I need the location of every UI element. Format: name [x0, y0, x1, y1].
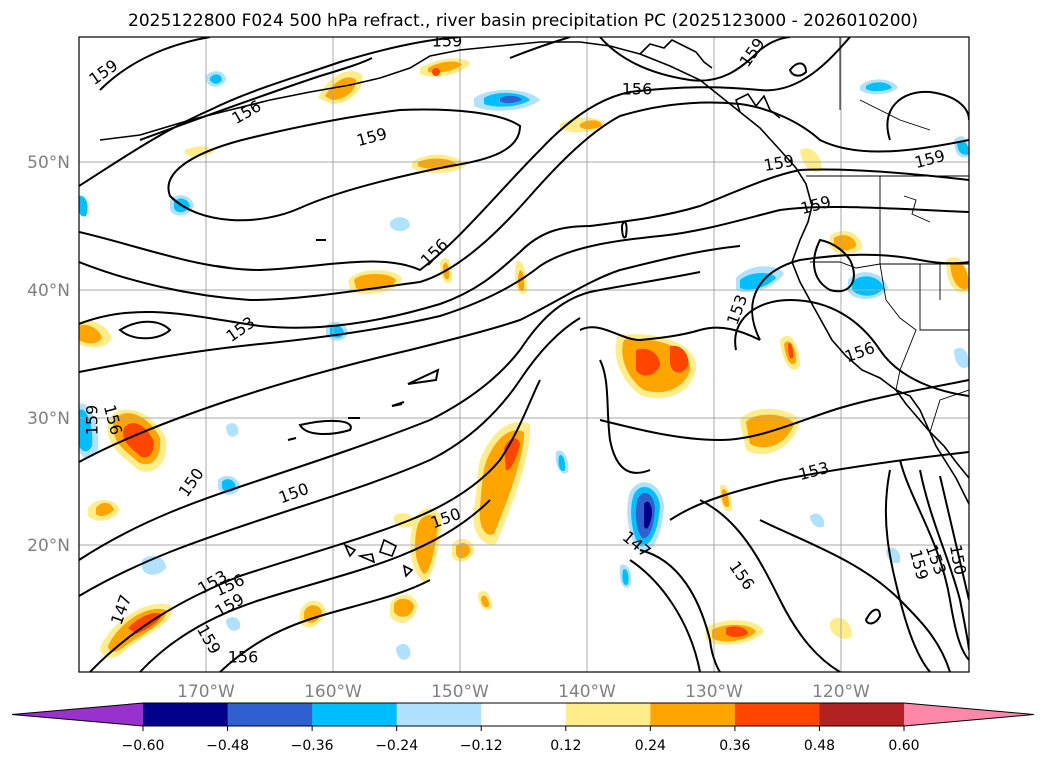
lat-label: 30°N	[27, 409, 70, 429]
colorbar-segment	[312, 703, 398, 726]
contour-label: 159	[913, 146, 947, 172]
colorbar: −0.60 −0.48 −0.36 −0.24 −0.12 0.12 0.24 0.36 0.4…	[11, 702, 1035, 754]
longitude-labels: 170°W 160°W 150°W 140°W 130°W 120°W	[177, 682, 870, 702]
contour-label: 150	[428, 504, 463, 532]
colorbar-tick-label: 0.12	[550, 738, 581, 754]
colorbar-segment	[819, 703, 905, 726]
contour-label: 159	[85, 56, 121, 89]
political-borders	[806, 37, 969, 433]
contour-label: 159	[736, 34, 769, 70]
colorbar-extend-max	[904, 703, 1034, 726]
contour-label: 156	[228, 648, 259, 667]
contour-label: 156	[725, 557, 758, 593]
colorbar-segment	[143, 703, 229, 726]
contour-label: 159	[799, 192, 833, 218]
lon-label: 140°W	[558, 682, 616, 702]
colorbar-tick-label: −0.12	[460, 738, 503, 754]
latitude-labels: 50°N 40°N 30°N 20°N	[27, 153, 70, 556]
precipitation-shading	[79, 58, 969, 660]
colorbar-segment	[481, 703, 567, 726]
lon-label: 160°W	[304, 682, 362, 702]
contour-label: 156	[622, 80, 653, 99]
contour-label: 159	[432, 32, 463, 51]
lat-label: 20°N	[27, 536, 70, 556]
contour-label: 150	[175, 464, 208, 500]
colorbar-segment	[396, 703, 482, 726]
contour-label: 156	[100, 403, 126, 437]
contour-label: 153	[797, 458, 831, 484]
colorbar-segment	[650, 703, 736, 726]
colorbar-tick-label: 0.60	[888, 738, 919, 754]
contour-label: 150	[946, 543, 970, 576]
lat-label: 50°N	[27, 153, 70, 173]
contour-label: 156	[842, 338, 877, 366]
contour-label: 153	[222, 313, 258, 346]
colorbar-segment	[734, 703, 820, 726]
colorbar-segment	[565, 703, 651, 726]
colorbar-extend-min	[12, 703, 143, 726]
lat-label: 40°N	[27, 281, 70, 301]
contour-label: 159	[83, 405, 102, 436]
colorbar-tick-label: −0.24	[375, 738, 418, 754]
contour-label: 159	[355, 124, 389, 150]
colorbar-tick-label: 0.36	[719, 738, 750, 754]
graticule	[79, 37, 969, 672]
lon-label: 170°W	[177, 682, 235, 702]
lon-label: 120°W	[812, 682, 870, 702]
lon-label: 150°W	[431, 682, 489, 702]
contour-label: 150	[276, 479, 311, 507]
colorbar-tick-label: 0.48	[804, 738, 835, 754]
colorbar-tick-label: −0.36	[291, 738, 334, 754]
refractivity-contours	[79, 37, 969, 672]
colorbar-tick-label: −0.60	[122, 738, 165, 754]
lon-label: 130°W	[685, 682, 743, 702]
colorbar-segment	[227, 703, 313, 726]
contour-label: 156	[229, 96, 265, 128]
contour-label: 153	[723, 292, 751, 327]
colorbar-tick-label: −0.48	[206, 738, 249, 754]
map-frame	[78, 36, 970, 673]
coastlines	[99, 39, 969, 578]
map-area: 159 159 156 159 156 159 159 159 159 156 …	[79, 32, 970, 672]
colorbar-tick-label: 0.24	[635, 738, 666, 754]
map-title: 2025122800 F024 500 hPa refract., river …	[128, 11, 918, 31]
